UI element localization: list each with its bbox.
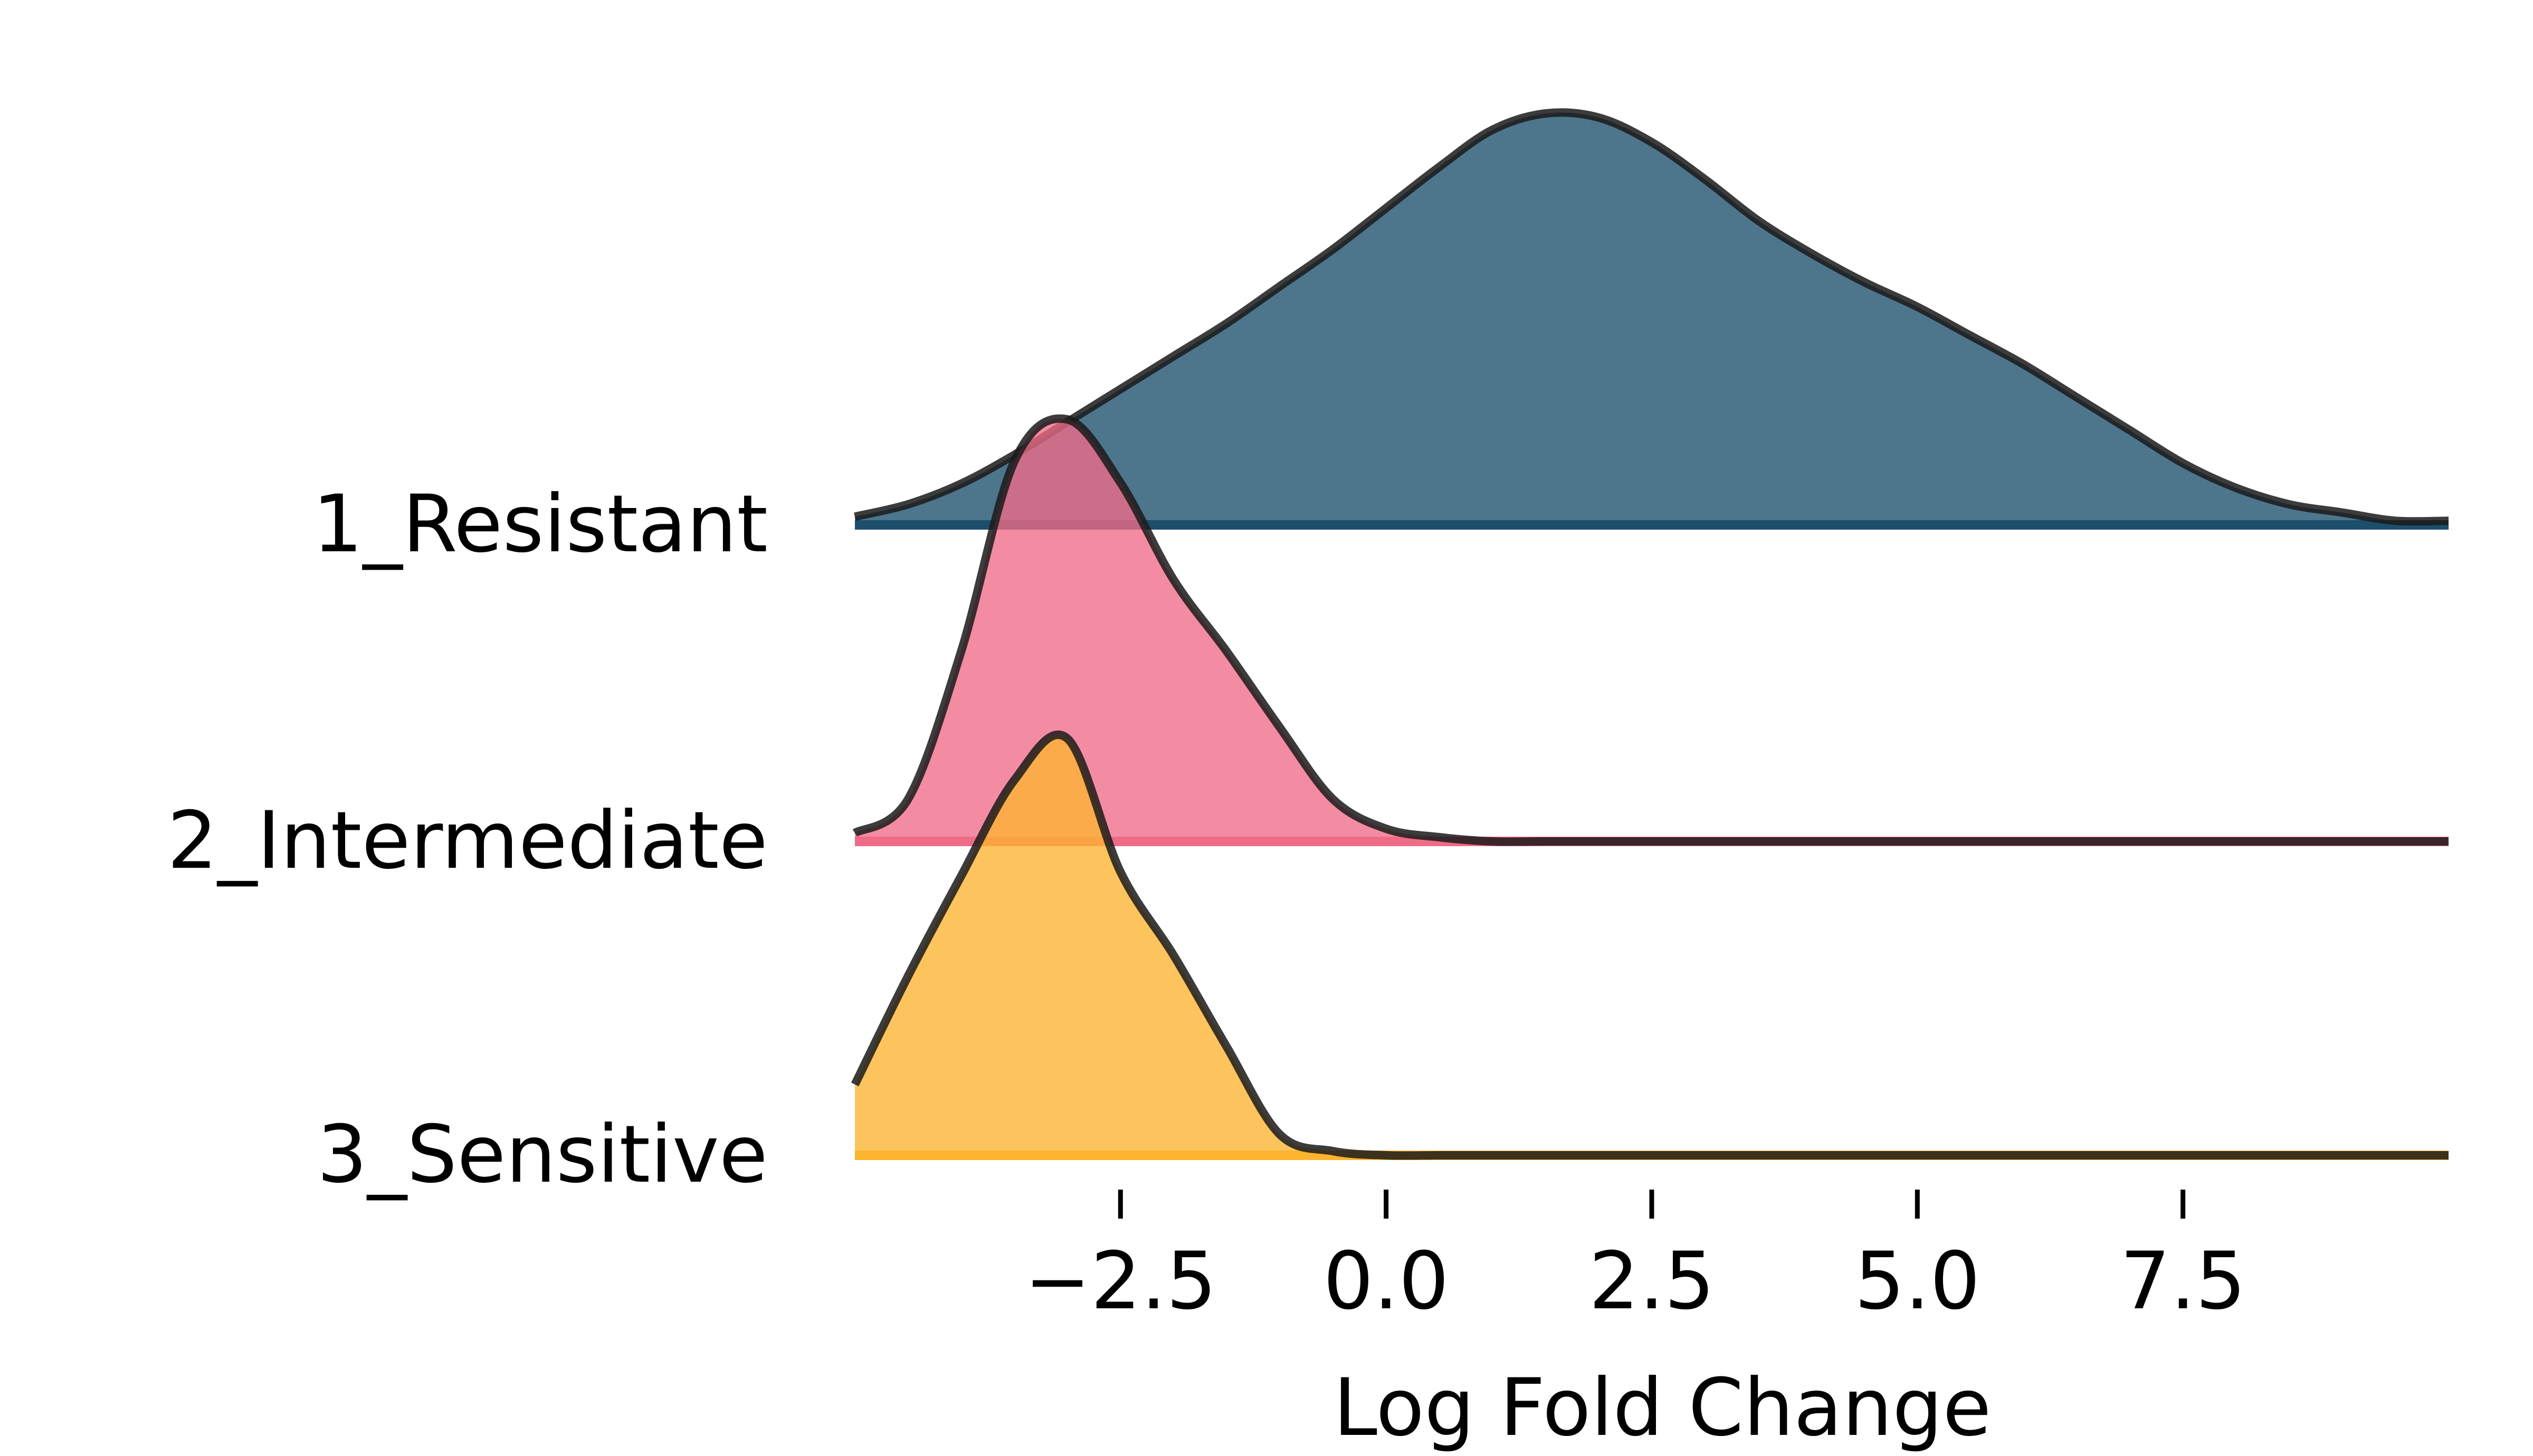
x-tick-label: 5.0 [1854, 1235, 1980, 1327]
x-tick-label: −2.5 [1024, 1235, 1216, 1327]
x-axis-title: Log Fold Change [1333, 1362, 1991, 1454]
category-label-3-sensitive: 3_Sensitive [317, 1109, 768, 1201]
ridge-2-intermediate [852, 414, 2449, 846]
x-tick-label: 7.5 [2120, 1235, 2246, 1327]
category-label-1-resistant: 1_Resistant [312, 478, 768, 570]
category-labels: 1_Resistant 2_Intermediate 3_Sensitive [167, 478, 768, 1201]
x-tick-label: 2.5 [1589, 1235, 1715, 1327]
x-axis: −2.5 0.0 2.5 5.0 7.5 [1024, 1190, 2246, 1327]
x-tick-label: 0.0 [1323, 1235, 1449, 1327]
ridge-area-3-sensitive [855, 734, 2449, 1156]
ridge-area-2-intermediate [855, 418, 2449, 842]
ridge-outline-1-resistant [854, 108, 2449, 526]
ridge-outline-3-sensitive [851, 730, 2449, 1160]
ridge-3-sensitive [851, 730, 2449, 1160]
ridges-layer [851, 108, 2449, 1160]
category-label-2-intermediate: 2_Intermediate [167, 795, 768, 887]
ridge-area-1-resistant [855, 112, 2449, 525]
ridge-outline-2-intermediate [852, 414, 2449, 846]
